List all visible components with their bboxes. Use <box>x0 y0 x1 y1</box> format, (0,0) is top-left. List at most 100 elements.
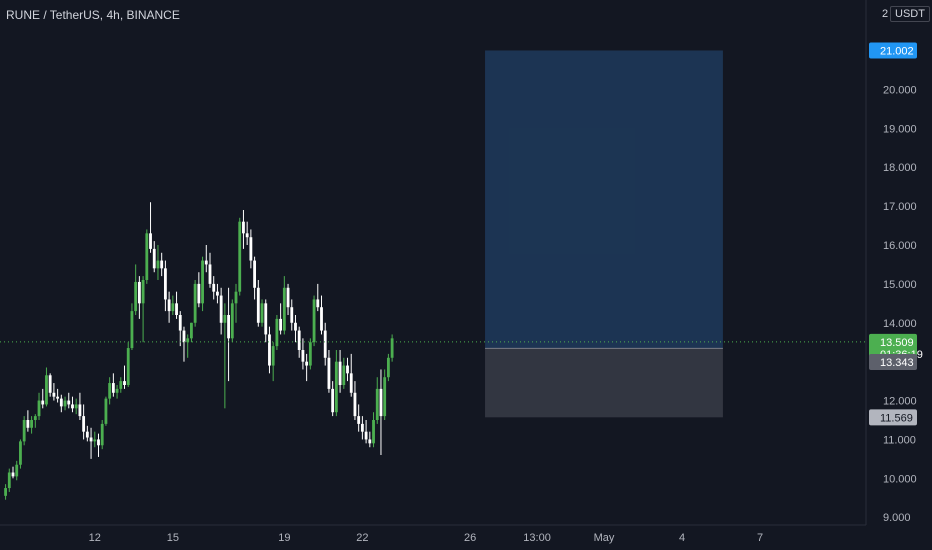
time-tick-label: 19 <box>278 532 290 544</box>
price-tick-label: 18.000 <box>883 162 917 174</box>
candle-body <box>331 388 335 413</box>
candle-body <box>167 299 171 312</box>
candle-body <box>71 404 74 409</box>
price-tick-label: 15.000 <box>883 279 917 291</box>
candle-body <box>386 357 390 378</box>
candle-body <box>63 400 67 407</box>
candle-body <box>249 237 253 261</box>
candle-body <box>353 392 357 417</box>
candle-body <box>372 420 375 444</box>
currency-menu[interactable]: 2 USDT <box>878 6 932 24</box>
time-tick-label: May <box>594 532 615 544</box>
price-tick-label: 11.000 <box>883 434 916 446</box>
candle-body <box>48 375 52 393</box>
candle-body <box>149 233 152 249</box>
price-tick-label: 16.000 <box>883 240 917 252</box>
price-tick-label: 9.000 <box>883 512 911 524</box>
candle-body <box>22 420 26 442</box>
candle-body <box>271 346 275 366</box>
candle-body <box>282 287 286 331</box>
candle-body <box>178 315 182 331</box>
candle-body <box>316 299 320 308</box>
candle-body <box>290 307 294 323</box>
time-tick-label: 22 <box>356 532 368 544</box>
price-axis[interactable]: 9.00010.00011.00012.00013.00014.00015.00… <box>883 84 917 524</box>
candle-body <box>204 260 208 265</box>
candle-body <box>212 283 216 292</box>
candle-body <box>111 383 115 393</box>
candle-body <box>368 439 372 444</box>
price-tick-label: 17.000 <box>883 201 917 213</box>
candle-body <box>93 439 97 442</box>
candle-body <box>360 423 364 432</box>
time-axis[interactable]: 12 15 19 22 26 13:00 May 4 7 <box>89 532 763 544</box>
last-price-tag-bg <box>869 333 917 360</box>
target-price-tag-bg <box>869 42 917 59</box>
currency-button[interactable]: USDT <box>890 6 930 22</box>
candle-body <box>4 488 7 496</box>
candle-body <box>286 287 290 308</box>
candle-body <box>320 307 323 331</box>
candle-body <box>160 260 164 269</box>
candle-body <box>123 381 126 385</box>
candle-body <box>301 350 305 362</box>
candle-body <box>175 303 178 315</box>
price-tick-label: 20.000 <box>883 84 917 96</box>
candle-body <box>256 287 260 323</box>
target-price-tag: 21.002 <box>880 45 914 57</box>
candle-body <box>100 423 104 446</box>
time-tick-label: 26 <box>464 532 476 544</box>
candle-body <box>189 322 193 339</box>
candle-body <box>141 280 145 304</box>
stop-price-tag-bg <box>869 409 917 426</box>
candle-body <box>383 377 387 417</box>
chart-title: RUNE / TetherUS, 4h, BINANCE <box>6 8 180 22</box>
candle-body <box>137 281 141 304</box>
candle-body <box>379 388 383 417</box>
price-tick-label: 14.000 <box>883 318 917 330</box>
target-zone[interactable] <box>485 50 723 349</box>
candle-body <box>19 441 22 465</box>
candle-body <box>349 373 353 393</box>
candle-body <box>305 361 309 366</box>
candle-body <box>85 431 89 438</box>
candle-body <box>390 338 394 358</box>
candle-body <box>108 383 112 399</box>
candle-body <box>193 283 197 323</box>
time-tick-label: 15 <box>167 532 179 544</box>
candle-body <box>216 291 219 296</box>
time-tick-label: 13:00 <box>523 532 551 544</box>
candle-body <box>171 303 175 312</box>
candle-body <box>89 437 93 442</box>
candle-body <box>78 404 82 417</box>
candle-body <box>11 472 15 477</box>
candle-body <box>297 330 301 350</box>
candle-body <box>238 221 242 292</box>
position-tool[interactable] <box>485 50 723 418</box>
candles-layer <box>4 202 394 500</box>
candle-body <box>119 381 123 389</box>
candle-body <box>15 464 19 477</box>
candle-body <box>7 472 11 489</box>
candle-body <box>219 295 223 323</box>
candle-body <box>364 431 368 440</box>
candle-body <box>234 291 238 304</box>
candle-body <box>242 221 245 234</box>
candle-body <box>115 388 119 393</box>
candle-body <box>97 439 100 446</box>
candle-body <box>152 248 156 269</box>
candle-body <box>74 404 78 409</box>
candle-body <box>59 398 63 407</box>
candle-body <box>342 365 346 385</box>
stop-zone[interactable] <box>485 348 723 418</box>
candle-body <box>223 315 227 323</box>
candle-body <box>338 361 342 385</box>
entry-price-tag: 13.343 <box>880 357 914 369</box>
candle-body <box>264 303 268 335</box>
last-price-tag: 13.509 <box>880 337 914 349</box>
candle-body <box>126 348 130 385</box>
price-tick-label: 10.000 <box>883 473 917 485</box>
candle-body <box>323 330 327 358</box>
